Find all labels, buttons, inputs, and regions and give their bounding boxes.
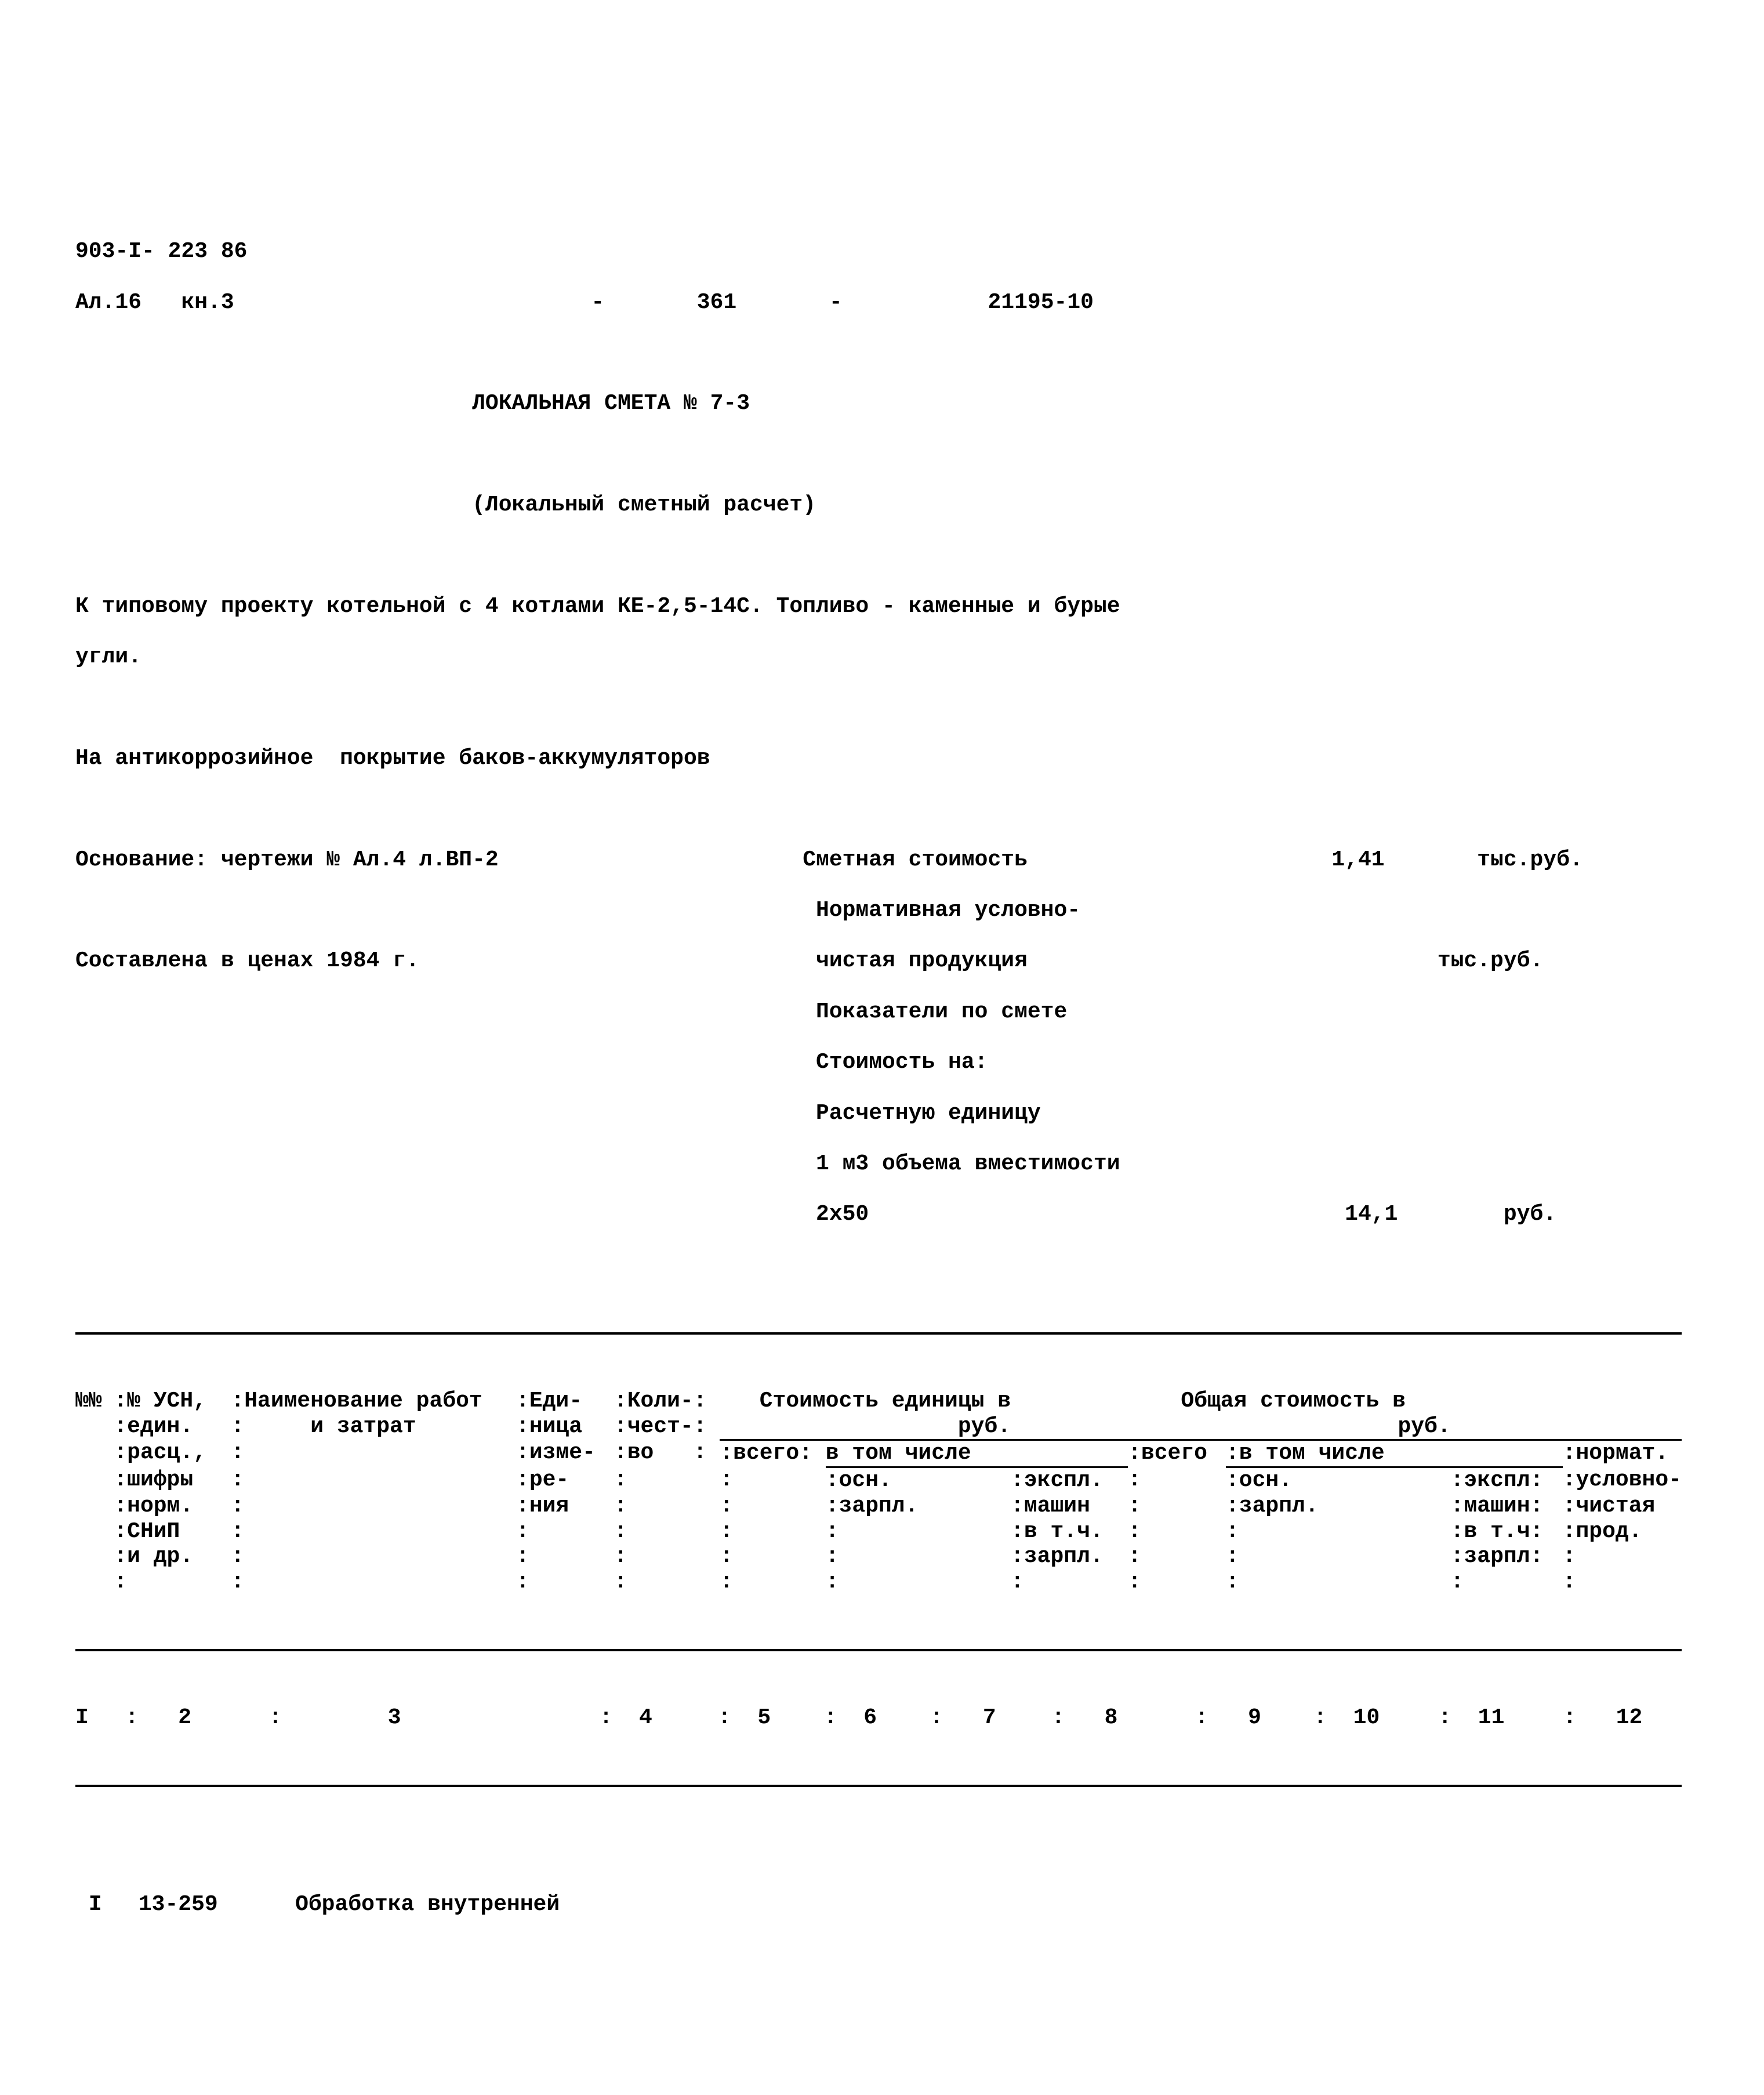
h10b: :осн. (1226, 1468, 1292, 1493)
basis-label: Основание: чертежи № Ал.4 л.ВП-2 (75, 847, 499, 872)
sum-u1: тыс.руб. (1477, 847, 1582, 872)
h6-top2: руб. (826, 1414, 1011, 1439)
sum-l2: Нормативная условно- (816, 898, 1080, 923)
cn3: 3 (388, 1705, 401, 1730)
h3b: : и затрат (231, 1414, 416, 1439)
r1-n: I (89, 1892, 102, 1917)
cn6: 6 (863, 1705, 877, 1730)
title-2: (Локальный сметный расчет) (472, 492, 816, 517)
h8b: :машин (1011, 1494, 1090, 1518)
h9-top: Общая стоимость в (1128, 1389, 1406, 1413)
sum-v1: 1,41 (1331, 847, 1384, 872)
h4a: :Еди- (516, 1389, 582, 1413)
divider (75, 1785, 1682, 1787)
cn11: 11 (1478, 1705, 1505, 1730)
h9a: :всего (1128, 1441, 1207, 1466)
sum-l4: Стоимость на: (816, 1050, 988, 1075)
stamp: 21195-10 (988, 290, 1093, 315)
h2f: :СНиП (114, 1519, 180, 1544)
prices-label: Составлена в ценах 1984 г. (75, 948, 419, 973)
h4e: :ния (516, 1494, 569, 1518)
cn2: 2 (178, 1705, 191, 1730)
h11d: :зарпл: (1451, 1544, 1544, 1569)
h2c: :расц., (114, 1440, 206, 1465)
h11b: :машин: (1451, 1494, 1544, 1518)
page-number-mark: - 361 - (591, 290, 842, 315)
h12a: :нормат. (1563, 1441, 1668, 1466)
h12b: :условно- (1563, 1467, 1682, 1492)
cn10: 10 (1353, 1705, 1380, 1730)
cn5: 5 (757, 1705, 771, 1730)
h5c: :во : (614, 1440, 707, 1465)
cn8: 8 (1105, 1705, 1118, 1730)
h12c: :чистая (1563, 1494, 1656, 1518)
h11a: :экспл: (1451, 1468, 1544, 1493)
h6a: :всего: (720, 1441, 812, 1466)
h6-top: Стоимость единицы в (720, 1389, 1011, 1413)
cn9: 9 (1248, 1705, 1261, 1730)
h5b: :чест-: (614, 1414, 707, 1439)
h11c: :в т.ч: (1451, 1519, 1544, 1544)
cn12: 12 (1616, 1705, 1643, 1730)
h2b: :един. (114, 1414, 193, 1439)
h2d: :шифры (114, 1467, 193, 1492)
h4c: :изме- (516, 1440, 596, 1465)
title-1: ЛОКАЛЬНАЯ СМЕТА № 7-3 (472, 391, 750, 416)
divider (75, 1649, 1682, 1651)
sum-l3: Показатели по смете (816, 999, 1067, 1024)
h7b: :осн. (826, 1468, 892, 1493)
sum-l1: Сметная стоимость (803, 847, 1028, 872)
h5a: :Коли-: (614, 1389, 707, 1413)
doc-code2: Ал.16 кн.3 (75, 290, 234, 315)
h7a: в том числе (826, 1441, 971, 1466)
sum-v7: 14,1 (1345, 1202, 1398, 1227)
divider (75, 1332, 1682, 1335)
intro-para1: К типовому проекту котельной с 4 котлами… (75, 594, 1120, 619)
h-nn: №№ (75, 1389, 102, 1413)
h8c: :в т.ч. (1011, 1519, 1104, 1544)
h7c: :зарпл. (826, 1494, 919, 1518)
sum-l7: 2x50 (816, 1202, 869, 1227)
h8d: :зарпл. (1011, 1544, 1104, 1569)
h10c: :зарпл. (1226, 1494, 1319, 1518)
data-row-1: I 13-259 Обработка внутренней (75, 1892, 1682, 1918)
h2a: :№ УСН, (114, 1389, 206, 1413)
cn1: I (75, 1705, 89, 1730)
h12d: :прод. (1563, 1519, 1642, 1544)
h2e: :норм. (114, 1494, 193, 1518)
header-table: №№ :№ УСН, :Наименование работ :Еди- :Ко… (75, 1389, 1682, 1595)
sum-u7: руб. (1504, 1202, 1556, 1227)
sum-l2b: чистая продукция (816, 948, 1028, 973)
sum-l6: 1 м3 объема вместимости (816, 1151, 1120, 1176)
sum-l5: Расчетную единицу (816, 1101, 1041, 1126)
h4b: :ница (516, 1414, 582, 1439)
h10a: :в том числе (1226, 1441, 1385, 1466)
h8a: :экспл. (1011, 1468, 1104, 1493)
intro-para1b: угли. (75, 644, 141, 669)
cn7: 7 (983, 1705, 996, 1730)
cn4: 4 (639, 1705, 652, 1730)
colnum-row: I : 2 : 3 : 4 : 5 : 6 : 7 : 8 : 9 : 10 :… (75, 1705, 1682, 1731)
h3a: :Наименование работ (231, 1389, 482, 1413)
doc-code: 903-I- 223 86 (75, 239, 247, 264)
intro-para2: На антикоррозийное покрытие баков-аккуму… (75, 746, 710, 771)
h4d: :ре- (516, 1467, 569, 1492)
r1-code: 13-259 (139, 1892, 218, 1917)
h2g: :и др. (114, 1544, 193, 1569)
sum-u2: тыс.руб. (1438, 948, 1543, 973)
h9-top2: руб. (1226, 1414, 1451, 1439)
r1-name: Обработка внутренней (295, 1892, 560, 1917)
